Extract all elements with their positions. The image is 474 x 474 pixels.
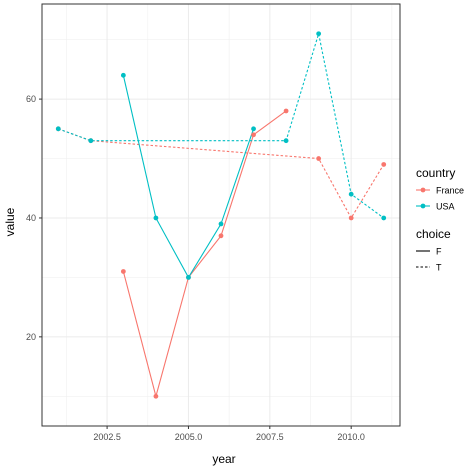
data-point-france — [348, 215, 354, 221]
x-tick-label: 2010.0 — [337, 432, 365, 442]
legend-title-choice: choice — [416, 227, 451, 241]
data-point-france — [381, 162, 387, 167]
panel-border — [41, 3, 401, 427]
data-point-france — [120, 269, 126, 274]
legend: country choice France USA FT — [416, 166, 464, 273]
x-tick-label: 2007.5 — [256, 432, 284, 442]
data-point-usa — [381, 215, 387, 221]
y-tick-label: 20 — [26, 332, 36, 342]
x-tick-label: 2002.5 — [93, 432, 121, 442]
legend-label-france: France — [436, 186, 464, 196]
data-point-usa — [153, 215, 159, 221]
legend-label-f: F — [436, 247, 442, 257]
series-line-usa-t — [58, 33, 385, 219]
data-point-france — [316, 156, 322, 161]
legend-key-point-usa — [420, 203, 426, 209]
x-axis-title: year — [212, 452, 235, 466]
data-point-usa — [348, 191, 354, 197]
data-point-usa — [88, 138, 94, 144]
data-point-usa — [186, 275, 191, 280]
legend-label-t: T — [436, 263, 442, 273]
y-tick-label: 40 — [26, 213, 36, 223]
legend-key-point-france — [420, 187, 426, 193]
data-point-usa — [283, 138, 289, 144]
series-line-france-f — [122, 110, 287, 399]
y-tick-label: 60 — [26, 94, 36, 104]
data-point-usa — [316, 31, 322, 37]
y-axis-title: value — [3, 207, 17, 236]
data-point-france — [251, 132, 256, 138]
plot-area: 2002.5 2005.0 2007.5 2010.0 20 40 60 — [26, 3, 401, 442]
data-point-usa — [251, 126, 256, 132]
data-point-usa — [218, 221, 224, 227]
data-point-usa — [55, 126, 61, 132]
data-point-france — [153, 393, 159, 399]
legend-title-country: country — [416, 166, 455, 180]
legend-label-usa: USA — [436, 202, 455, 212]
x-tick-label: 2005.0 — [175, 432, 203, 442]
data-point-france — [218, 233, 224, 239]
data-point-usa — [120, 72, 126, 78]
data-point-france — [283, 108, 289, 114]
